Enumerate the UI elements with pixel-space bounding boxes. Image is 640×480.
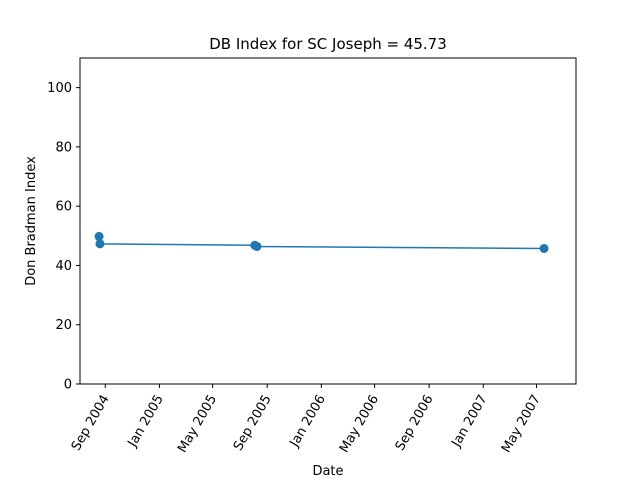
y-tick-label: 0: [64, 378, 72, 393]
series-layer: [94, 231, 549, 253]
y-axis: 0 20 40 60 80 100: [47, 81, 80, 393]
plot-area-frame: [79, 57, 577, 385]
y-tick-label: 20: [55, 318, 72, 333]
y-tick-label: 100: [47, 81, 72, 96]
data-point: [95, 239, 105, 249]
data-point: [94, 231, 104, 241]
y-tick-label: 60: [55, 200, 72, 215]
y-tick-label: 40: [55, 259, 72, 274]
data-point: [252, 241, 262, 251]
chart-title: DB Index for SC Joseph = 45.73: [209, 35, 447, 53]
x-axis-title: Date: [312, 464, 343, 479]
y-axis-title: Don Bradman Index: [24, 156, 39, 286]
data-point: [539, 243, 549, 253]
y-tick-label: 80: [55, 140, 72, 155]
